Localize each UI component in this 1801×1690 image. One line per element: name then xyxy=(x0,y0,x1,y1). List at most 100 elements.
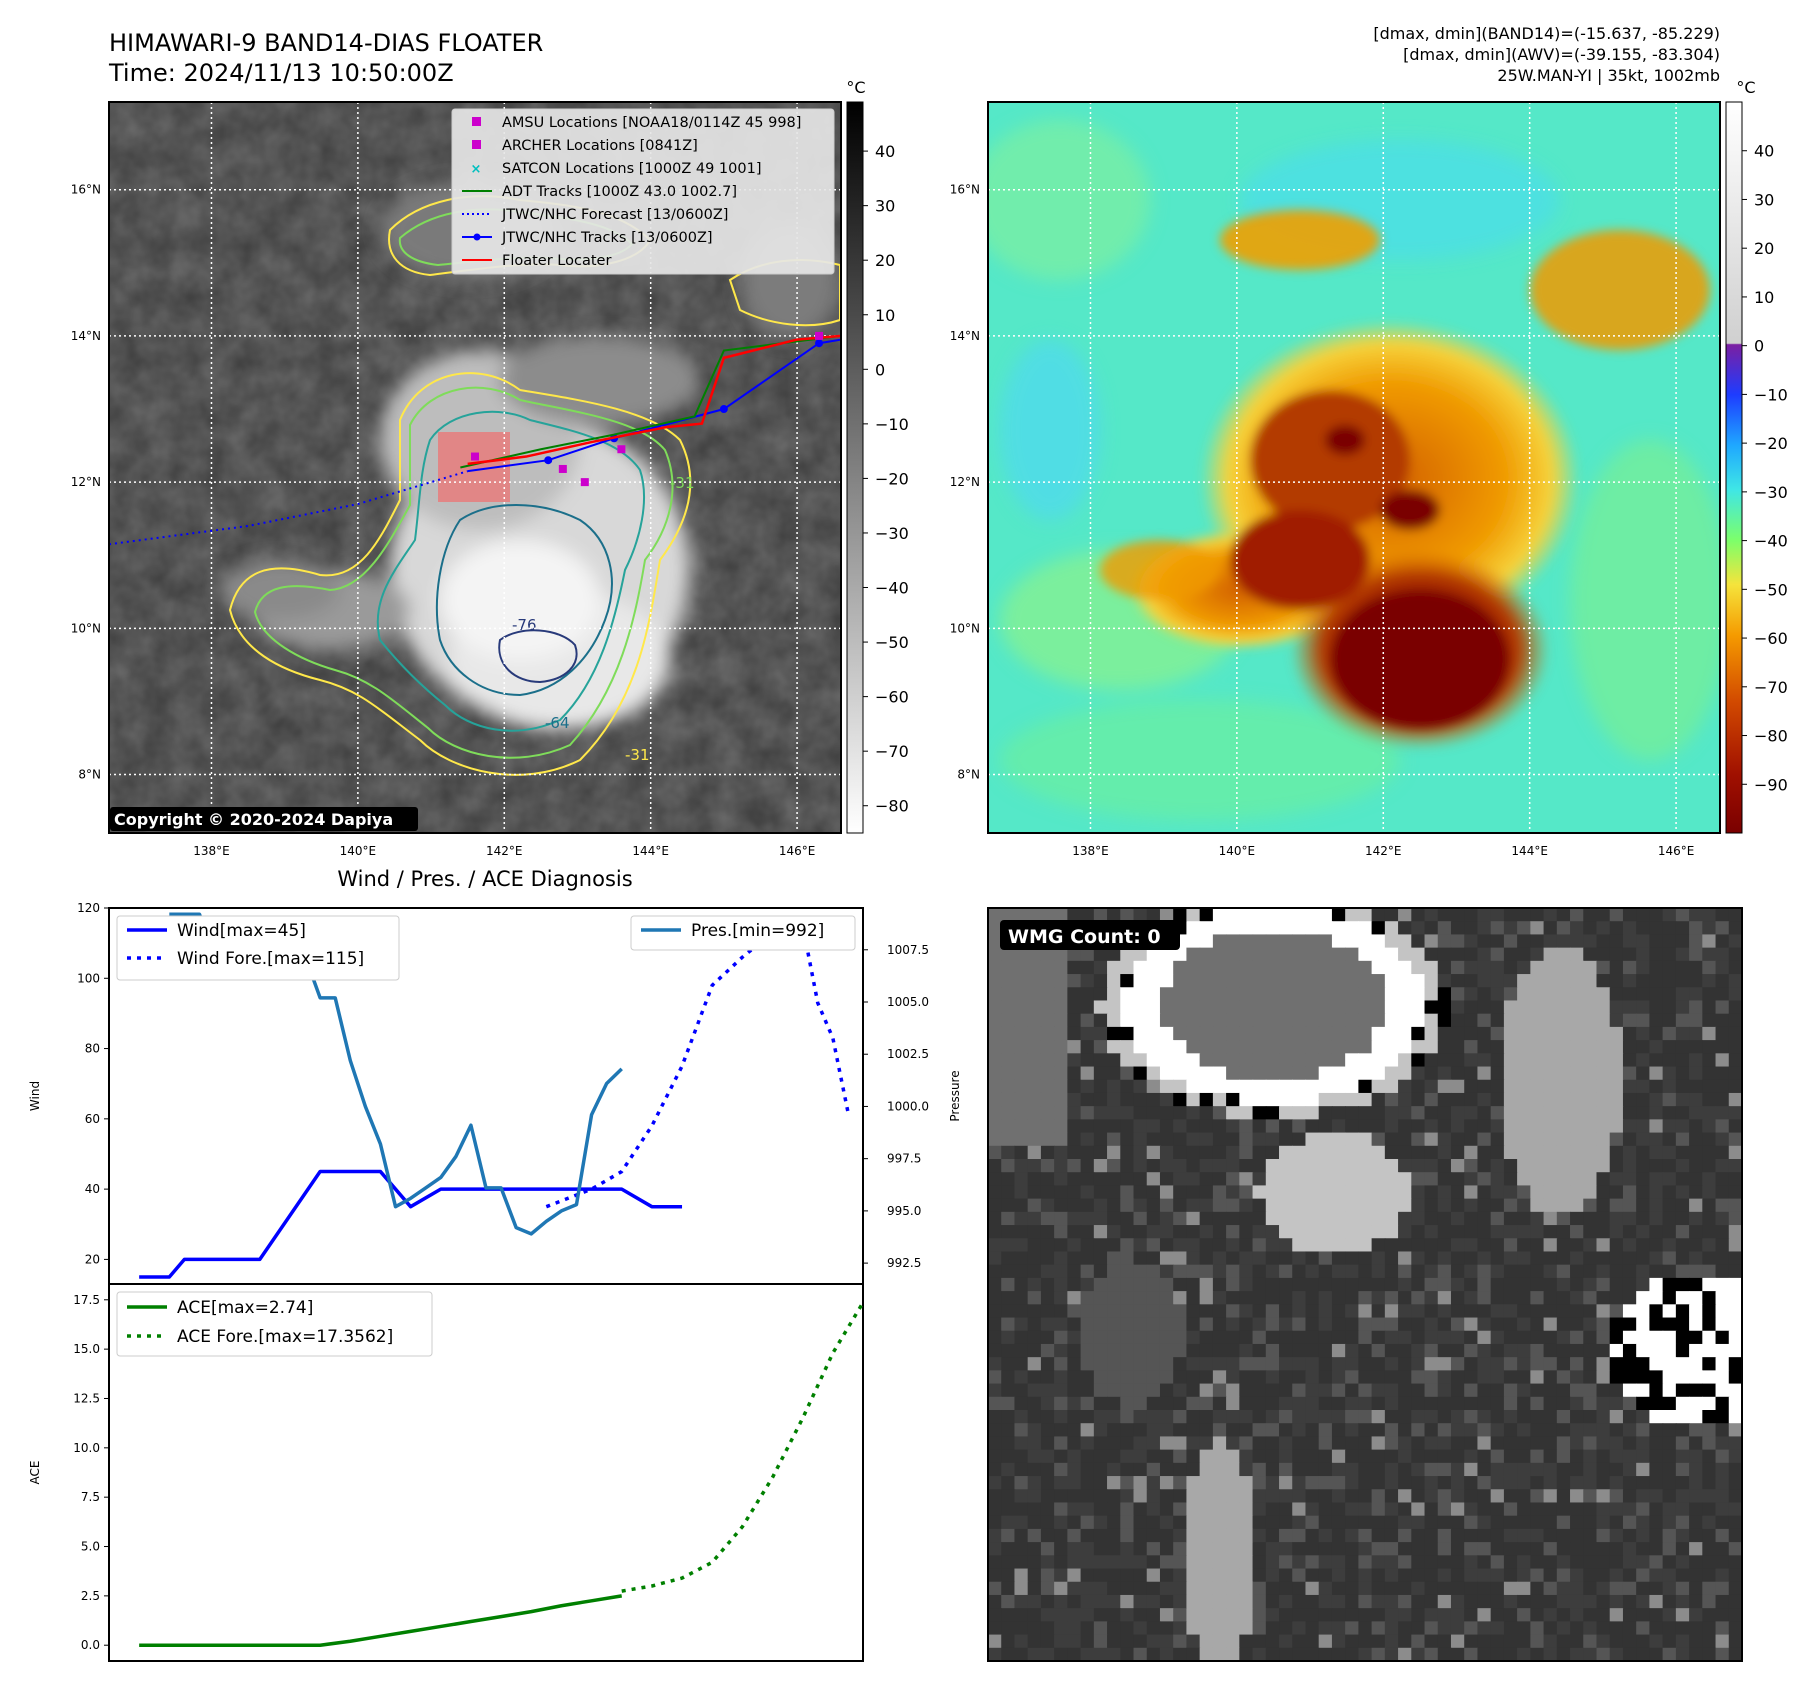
wmg-pixel xyxy=(1054,1304,1068,1319)
wmg-pixel xyxy=(1715,1238,1730,1253)
wmg-pixel xyxy=(1239,1568,1254,1583)
wmg-pixel xyxy=(1490,1370,1505,1385)
wmg-pixel xyxy=(1133,1317,1148,1332)
wmg-pixel xyxy=(988,1343,1002,1358)
wmg-pixel xyxy=(1001,1542,1016,1556)
wmg-pixel xyxy=(1477,1106,1492,1120)
wmg-pixel xyxy=(1120,1647,1135,1661)
wmg-pixel xyxy=(1014,1330,1029,1345)
wmg-pixel xyxy=(1001,1000,1016,1015)
wmg-pixel xyxy=(1464,974,1479,988)
wmg-pixel xyxy=(1186,1211,1201,1226)
wmg-pixel xyxy=(1477,1132,1492,1147)
wmg-pixel xyxy=(1212,1053,1227,1068)
series-line xyxy=(621,1301,865,1593)
wmg-pixel xyxy=(1199,1238,1214,1253)
wmg-pixel xyxy=(1662,1079,1677,1094)
wmg-pixel xyxy=(1199,1594,1214,1609)
jtwc-track-point xyxy=(544,456,553,465)
wmg-pixel xyxy=(1054,1449,1068,1464)
wmg-pixel xyxy=(1490,1436,1505,1451)
wmg-pixel xyxy=(1318,1343,1333,1358)
wmg-pixel xyxy=(1662,1172,1677,1187)
wind-forecast-legend-label: Wind Fore.[max=115] xyxy=(177,949,364,969)
wmg-pixel xyxy=(1014,1277,1029,1292)
wmg-pixel xyxy=(1173,1040,1188,1054)
wmg-pixel xyxy=(1583,1119,1598,1134)
wmg-pixel xyxy=(1689,1410,1703,1424)
wmg-pixel xyxy=(1702,1172,1717,1187)
wmg-pixel xyxy=(1570,1462,1584,1477)
wmg-pixel xyxy=(1450,1515,1465,1530)
wmg-pixel xyxy=(1649,1436,1664,1451)
wmg-pixel xyxy=(1503,947,1518,962)
wmg-pixel xyxy=(1728,1581,1742,1596)
wmg-pixel xyxy=(1173,987,1188,1002)
wmg-pixel xyxy=(1530,1423,1545,1438)
wmg-pixel xyxy=(1239,987,1254,1002)
wmg-pixel xyxy=(1239,1238,1254,1253)
contour-green xyxy=(253,386,674,759)
wmg-pixel xyxy=(1715,1396,1730,1411)
wmg-pixel xyxy=(1054,1515,1068,1530)
wmg-pixel xyxy=(1067,1502,1082,1517)
wmg-pixel xyxy=(1398,1291,1412,1305)
wmg-pixel xyxy=(1450,1277,1465,1292)
wmg-pixel xyxy=(1001,1634,1016,1649)
wmg-pixel xyxy=(988,1330,1002,1345)
wmg-pixel xyxy=(1252,1647,1267,1661)
wmg-pixel xyxy=(1384,1053,1399,1068)
wmg-pixel xyxy=(1503,1145,1518,1160)
y-tick-label: 80 xyxy=(85,1042,100,1056)
wmg-pixel xyxy=(1702,1383,1717,1398)
wmg-pixel xyxy=(1662,1423,1677,1438)
wmg-pixel xyxy=(1411,1647,1426,1661)
floater-locater-line xyxy=(467,334,841,466)
wmg-pixel xyxy=(1490,1462,1505,1477)
wmg-pixel xyxy=(1583,1489,1598,1504)
wmg-pixel xyxy=(1464,960,1479,975)
wmg-pixel xyxy=(1054,1462,1068,1477)
wmg-pixel xyxy=(1080,1172,1095,1187)
wmg-pixel xyxy=(1543,1462,1558,1477)
wmg-pixel xyxy=(1543,1476,1558,1490)
wmg-pixel xyxy=(1305,921,1320,936)
lat-tick-label: 10°N xyxy=(950,621,980,635)
wmg-pixel xyxy=(1411,1462,1426,1477)
wmg-pixel xyxy=(1001,960,1016,975)
wmg-pixel xyxy=(1107,1476,1121,1490)
wmg-pixel xyxy=(1239,1476,1254,1490)
wmg-pixel xyxy=(1384,1066,1399,1081)
wmg-pixel xyxy=(1570,1304,1584,1319)
wmg-pixel xyxy=(1490,1159,1505,1173)
wmg-pixel xyxy=(1384,1647,1399,1661)
wmg-pixel xyxy=(1411,934,1426,949)
y-tick-label: 2.5 xyxy=(81,1589,100,1603)
wmg-pixel xyxy=(1279,1225,1293,1239)
wmg-pixel xyxy=(1093,1026,1108,1041)
wmg-pixel xyxy=(1556,1198,1571,1213)
wmg-pixel xyxy=(1345,1436,1359,1451)
wmg-pixel xyxy=(1636,1277,1651,1292)
wmg-pixel xyxy=(1279,1647,1293,1661)
wmg-pixel xyxy=(1437,1634,1452,1649)
wmg-pixel xyxy=(1464,1132,1479,1147)
wmg-pixel xyxy=(1556,1106,1571,1120)
wmg-pixel xyxy=(1199,1119,1214,1134)
wmg-pixel xyxy=(1649,1225,1664,1239)
wmg-pixel xyxy=(1517,1238,1531,1253)
wmg-pixel xyxy=(1001,974,1016,988)
wmg-pixel xyxy=(1040,1621,1055,1636)
wmg-pixel xyxy=(1371,1317,1386,1332)
wmg-pixel xyxy=(1265,1106,1280,1120)
wmg-pixel xyxy=(1728,1066,1742,1081)
wmg-pixel xyxy=(1570,1026,1584,1041)
wmg-pixel xyxy=(1570,1608,1584,1622)
wmg-pixel xyxy=(1728,1026,1742,1041)
wmg-pixel xyxy=(1292,1185,1307,1200)
wmg-pixel xyxy=(1715,1449,1730,1464)
wmg-pixel xyxy=(1173,947,1188,962)
wmg-pixel xyxy=(1358,1264,1373,1279)
wmg-pixel xyxy=(1093,1436,1108,1451)
wmg-pixel xyxy=(1596,1370,1611,1385)
